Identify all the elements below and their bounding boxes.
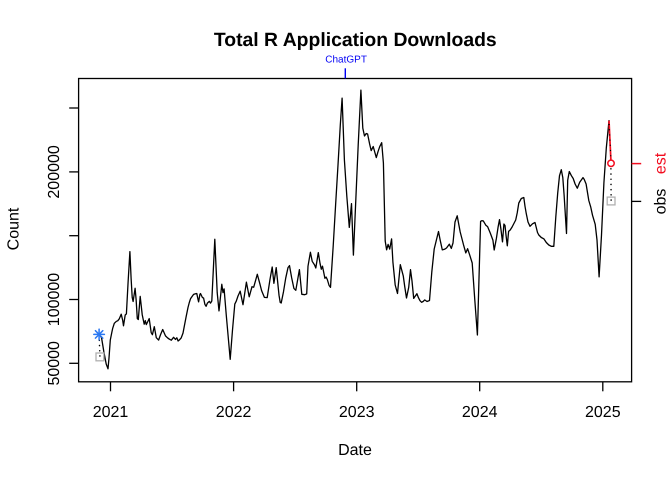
svg-text:200000: 200000 xyxy=(46,145,63,198)
svg-text:Count: Count xyxy=(6,207,23,250)
svg-text:2022: 2022 xyxy=(216,404,252,421)
svg-text:est: est xyxy=(653,152,670,174)
svg-text:2021: 2021 xyxy=(93,404,129,421)
svg-text:2025: 2025 xyxy=(585,404,621,421)
svg-text:2023: 2023 xyxy=(339,404,375,421)
svg-text:Total R Application Downloads: Total R Application Downloads xyxy=(214,30,497,51)
svg-text:obs: obs xyxy=(653,189,670,215)
svg-text:Date: Date xyxy=(338,442,372,459)
svg-text:2024: 2024 xyxy=(462,404,498,421)
svg-text:100000: 100000 xyxy=(46,273,63,326)
svg-text:50000: 50000 xyxy=(46,341,63,386)
svg-text:ChatGPT: ChatGPT xyxy=(325,55,367,66)
